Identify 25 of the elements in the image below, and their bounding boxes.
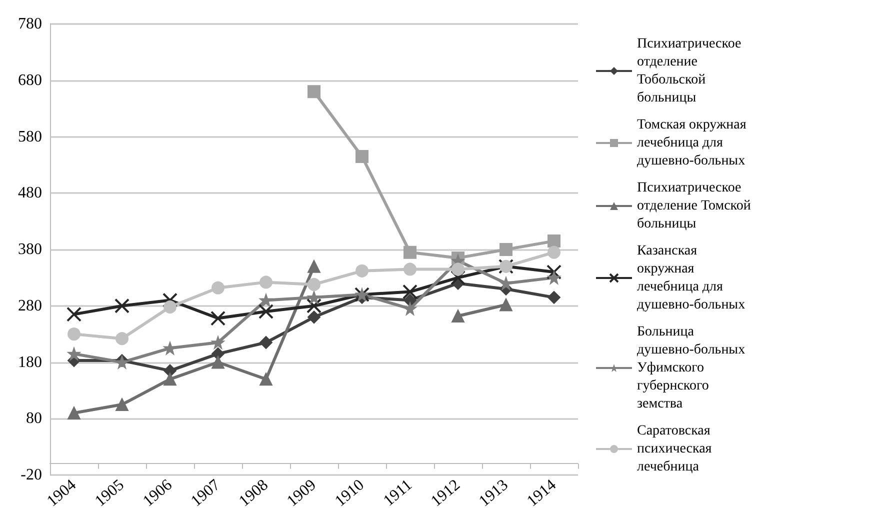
- y-tick-label: 380: [18, 241, 42, 258]
- x-tick-label: 1909: [284, 476, 320, 510]
- x-tick-label: 1904: [44, 476, 80, 510]
- y-tick-label: 480: [18, 184, 42, 202]
- legend-label: Больница душевно-больных Уфимского губернского земства: [637, 324, 749, 412]
- legend-label: Казанская окружная лечебница для душевно-больных: [637, 244, 746, 312]
- y-tick-label: 580: [18, 128, 42, 146]
- x-tick-label: 1913: [476, 476, 512, 510]
- x-tick-label: 1908: [236, 476, 272, 510]
- legend-label: Саратовская психическая лечебница: [637, 424, 716, 474]
- y-tick-label: 780: [18, 16, 42, 32]
- x-tick-label: 1911: [380, 476, 416, 510]
- legend-label: Психиатрическое отделение Томской больницы: [637, 180, 754, 232]
- y-tick-label: 180: [18, 354, 42, 371]
- y-tick-label: 680: [18, 72, 42, 89]
- x-tick-label: 1910: [332, 476, 368, 510]
- y-tick-label: -20: [20, 466, 42, 484]
- x-tick-label: 1914: [524, 476, 560, 510]
- x-tick-label: 1912: [428, 476, 464, 510]
- y-tick-label: 280: [18, 297, 42, 314]
- legend-label: Томская окружная лечебница для душевно-больных: [637, 118, 750, 168]
- x-tick-label: 1906: [140, 476, 176, 510]
- legend-label: Психиатрическое отделение Тобольской больницы: [637, 36, 745, 106]
- y-tick-label: 80: [26, 410, 42, 428]
- x-tick-label: 1905: [92, 476, 128, 510]
